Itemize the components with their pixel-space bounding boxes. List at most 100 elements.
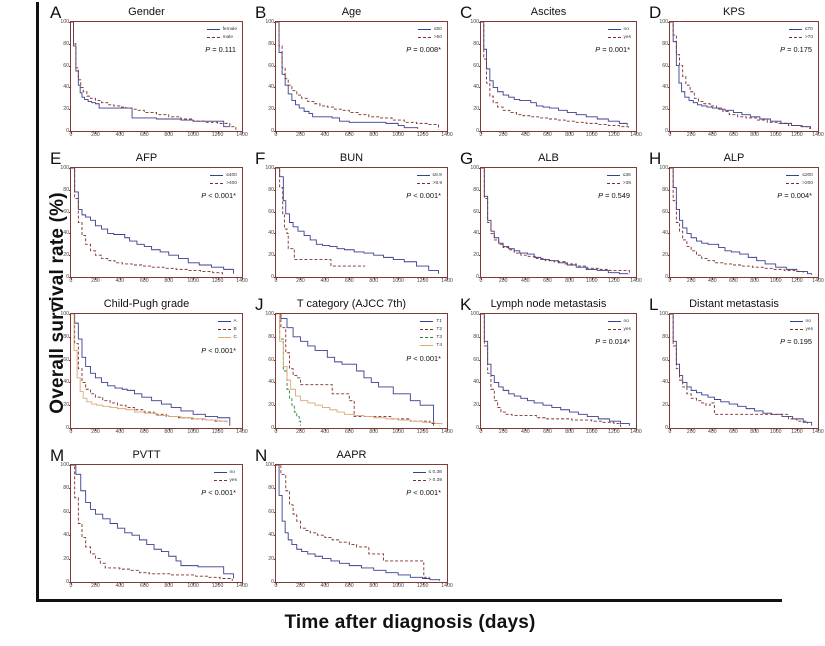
y-tick-label: 60	[268, 62, 274, 69]
x-tick-mark	[422, 277, 424, 280]
y-tick-mark	[68, 558, 71, 560]
y-tick-label: 60	[662, 356, 668, 363]
legend-item: T2	[420, 326, 442, 333]
x-tick-mark	[712, 277, 714, 280]
x-tick-mark	[591, 277, 593, 280]
panel-title: Ascites	[530, 6, 567, 18]
plot-area: 0204060801000200400600800100012001400noy…	[470, 311, 641, 435]
y-tick-label: 20	[268, 555, 274, 562]
y-tick-label: 20	[63, 555, 69, 562]
x-tick-mark	[144, 582, 146, 585]
x-tick-label: 200	[296, 583, 305, 589]
panel-title: BUN	[339, 152, 364, 164]
x-tick-mark	[71, 582, 72, 585]
x-tick-label: 1000	[392, 429, 404, 435]
panel-a: AGender020406080100020040060080010001200…	[44, 4, 249, 148]
x-tick-label: 1200	[416, 132, 429, 138]
plot-area: 0204060801000200400600800100012001400≤8.…	[265, 165, 452, 284]
legend-swatch	[416, 174, 430, 178]
x-tick-mark	[95, 277, 97, 280]
p-value-annotation: P < 0.001*	[406, 488, 441, 497]
y-tick-mark	[478, 109, 481, 111]
curve-no	[481, 314, 629, 426]
x-tick-mark	[613, 277, 615, 280]
x-tick-mark	[796, 131, 798, 134]
y-tick-label: 100	[265, 165, 274, 171]
survival-curves	[71, 314, 242, 428]
y-tick-label: 40	[63, 379, 69, 386]
x-tick-mark	[754, 428, 756, 431]
legend-item: T1	[420, 318, 442, 325]
legend-swatch	[206, 28, 220, 32]
legend-label: C	[233, 334, 237, 340]
x-tick-label: 800	[750, 132, 759, 138]
legend: female male	[206, 26, 237, 42]
y-tick-label: 0	[254, 274, 274, 280]
x-tick-label: 1000	[769, 278, 782, 284]
panel-letter-d: D	[649, 3, 662, 22]
x-tick-label: 200	[686, 132, 696, 138]
y-tick-label: 20	[662, 252, 668, 259]
x-tick-mark	[691, 277, 693, 280]
x-tick-mark	[193, 131, 195, 134]
x-tick-label: 1000	[585, 278, 598, 284]
legend-label: >8.9	[432, 180, 442, 186]
p-value-annotation: P < 0.001*	[201, 345, 236, 355]
y-tick-label: 0	[49, 274, 69, 280]
legend-swatch	[607, 328, 621, 332]
y-tick-mark	[667, 168, 670, 169]
legend-item: >36	[606, 180, 631, 187]
x-tick-label: 0	[274, 583, 278, 589]
x-tick-label: 1400	[630, 278, 642, 284]
curve--200	[670, 168, 812, 275]
legend-swatch	[420, 328, 434, 332]
x-tick-mark	[733, 277, 735, 280]
legend-swatch	[789, 328, 803, 332]
y-tick-mark	[68, 428, 71, 429]
curve-no	[71, 465, 233, 578]
y-tick-label: 60	[662, 62, 668, 69]
y-tick-label: 20	[268, 106, 274, 113]
legend-swatch	[412, 471, 426, 475]
p-value-annotation: P < 0.001*	[201, 488, 236, 497]
panel-letter-c: C	[460, 3, 473, 22]
x-tick-mark	[503, 277, 505, 280]
p-value-annotation: P = 0.195	[780, 337, 812, 346]
legend-label: A	[233, 318, 237, 324]
x-tick-mark	[503, 428, 505, 431]
x-tick-label: 800	[565, 429, 574, 435]
y-tick-label: 60	[473, 62, 479, 69]
y-tick-mark	[68, 87, 71, 89]
y-tick-label: 100	[265, 19, 274, 25]
y-tick-mark	[478, 22, 481, 23]
x-tick-label: 600	[543, 429, 552, 435]
y-tick-mark	[68, 22, 71, 23]
y-tick-mark	[478, 428, 481, 429]
x-tick-label: 200	[91, 278, 100, 284]
legend-label: ≤70	[804, 26, 813, 32]
x-tick-label: 200	[296, 429, 305, 435]
x-tick-mark	[636, 277, 637, 280]
y-tick-label: 80	[473, 40, 479, 47]
plot-area: 0204060801000200400600800100012001400≤20…	[659, 165, 823, 284]
panel-letter-b: B	[255, 3, 267, 22]
y-tick-mark	[273, 488, 276, 490]
legend-item: yes	[607, 34, 631, 41]
y-tick-mark	[273, 211, 276, 213]
x-tick-mark	[422, 582, 424, 585]
legend-item: T3	[420, 334, 442, 341]
x-tick-label: 400	[320, 429, 330, 435]
x-tick-label: 800	[164, 583, 174, 589]
legend-swatch	[606, 182, 620, 186]
panel-f: FBUN020406080100020040060080010001200140…	[249, 150, 454, 294]
x-tick-mark	[324, 131, 326, 134]
y-tick-label: 100	[60, 462, 69, 468]
y-tick-mark	[478, 211, 481, 213]
y-tick-label: 40	[662, 84, 668, 91]
p-value-annotation: P = 0.549	[598, 191, 630, 200]
x-tick-label: 200	[296, 278, 305, 284]
legend-item: no	[789, 318, 813, 325]
p-value-annotation: P < 0.001*	[406, 191, 441, 200]
x-tick-mark	[119, 428, 121, 431]
